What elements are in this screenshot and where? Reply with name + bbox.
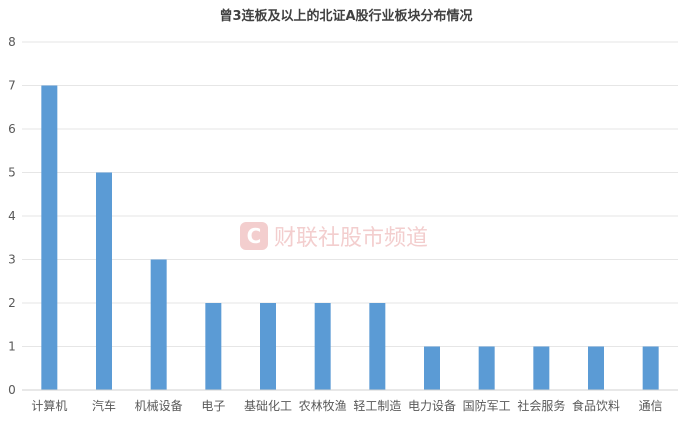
x-tick-label: 通信: [639, 399, 663, 413]
y-tick-label: 0: [8, 383, 16, 397]
bar: [41, 85, 58, 390]
x-tick-label: 基础化工: [244, 399, 292, 413]
x-tick-label: 食品饮料: [572, 398, 620, 413]
x-tick-label: 国防军工: [463, 398, 511, 413]
y-tick-label: 8: [8, 35, 16, 49]
y-tick-label: 6: [8, 122, 16, 136]
y-tick-label: 5: [8, 166, 16, 180]
x-tick-label: 机械设备: [135, 398, 183, 413]
chart-title: 曾3连板及以上的北证A股行业板块分布情况: [219, 8, 472, 24]
bars: [41, 85, 659, 390]
gridlines: [22, 41, 678, 347]
y-tick-label: 7: [8, 79, 16, 93]
x-tick-label: 社会服务: [517, 398, 565, 413]
bar: [369, 303, 386, 390]
bar: [478, 346, 495, 390]
y-tick-label: 2: [8, 296, 16, 310]
bar: [424, 346, 440, 390]
bar: [533, 346, 550, 390]
x-tick-label: 汽车: [92, 398, 116, 413]
x-tick-label: 农林牧渔: [299, 399, 347, 413]
watermark-logo-icon: [240, 222, 268, 250]
x-tick-label: 电子: [201, 399, 225, 413]
x-axis-labels: 计算机 汽车 机械设备 电子 基础化工 农林牧渔 轻工制造 电力设备 国防军工 社会服务 食品饮料 通…: [31, 398, 662, 413]
x-tick-label: 电力设备: [408, 399, 456, 413]
watermark: C 财联社股市频道: [240, 222, 428, 251]
bar: [642, 346, 659, 390]
y-axis-ticks: 0 1 2 3 4 5 6 7 8: [8, 35, 16, 397]
y-tick-label: 1: [8, 340, 16, 354]
bar: [314, 303, 331, 390]
y-tick-label: 3: [8, 253, 16, 267]
bar: [588, 346, 604, 390]
watermark-text: 财联社股市频道: [274, 226, 428, 251]
bar: [150, 259, 167, 390]
x-tick-label: 计算机: [31, 398, 67, 413]
bar: [260, 303, 276, 390]
y-tick-label: 4: [8, 209, 16, 223]
bar: [205, 303, 222, 390]
x-tick-label: 轻工制造: [353, 399, 401, 413]
watermark-logo-letter: C: [247, 224, 262, 248]
bar: [96, 172, 112, 390]
